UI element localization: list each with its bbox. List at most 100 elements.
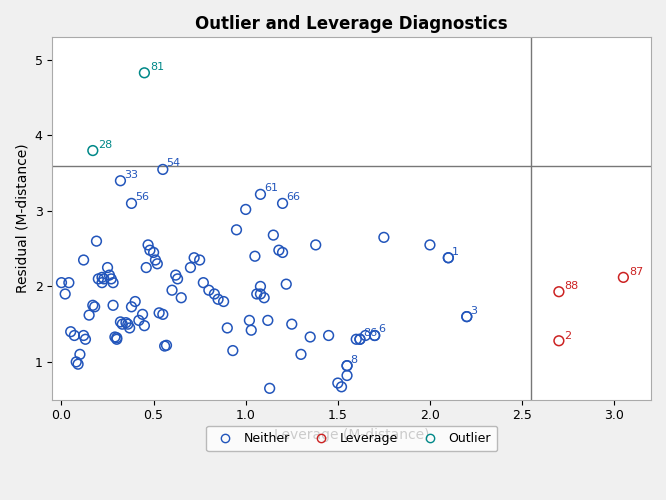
- Point: [145, 246, 155, 254]
- Point: [255, 190, 266, 198]
- Point: [262, 316, 273, 324]
- Point: [296, 350, 306, 358]
- Point: [102, 264, 113, 272]
- Point: [89, 303, 100, 311]
- Point: [121, 318, 131, 326]
- Point: [84, 311, 95, 319]
- Point: [204, 286, 214, 294]
- Point: [194, 256, 205, 264]
- Point: [110, 333, 121, 341]
- Point: [166, 286, 177, 294]
- Point: [244, 316, 254, 324]
- Point: [134, 316, 145, 324]
- Point: [111, 334, 122, 342]
- Point: [99, 275, 109, 283]
- Point: [137, 310, 148, 318]
- Point: [97, 274, 107, 281]
- Text: 61: 61: [264, 184, 278, 194]
- Point: [79, 256, 89, 264]
- Text: 87: 87: [629, 267, 643, 277]
- Text: 33: 33: [124, 170, 138, 179]
- Point: [141, 264, 152, 272]
- Point: [252, 290, 262, 298]
- Point: [198, 278, 208, 286]
- Point: [443, 254, 454, 262]
- Point: [264, 384, 275, 392]
- Point: [209, 290, 220, 298]
- Point: [170, 271, 181, 279]
- Point: [108, 278, 119, 286]
- Point: [354, 336, 365, 344]
- Point: [71, 358, 81, 366]
- Point: [143, 241, 153, 249]
- Point: [130, 298, 141, 306]
- Point: [157, 166, 168, 173]
- Legend: Neither, Leverage, Outlier: Neither, Leverage, Outlier: [206, 426, 497, 452]
- Text: 81: 81: [150, 62, 164, 72]
- Point: [159, 342, 170, 350]
- Point: [255, 282, 266, 290]
- Point: [268, 231, 278, 239]
- Point: [87, 146, 98, 154]
- Point: [154, 309, 165, 317]
- Text: 56: 56: [135, 192, 149, 202]
- Point: [115, 177, 126, 185]
- Point: [553, 288, 564, 296]
- Point: [462, 312, 472, 320]
- Point: [351, 336, 362, 344]
- Point: [274, 246, 284, 254]
- Point: [172, 275, 183, 283]
- Point: [87, 302, 98, 310]
- Point: [185, 264, 196, 272]
- Text: 1: 1: [452, 246, 459, 256]
- Point: [342, 362, 352, 370]
- Text: 66: 66: [286, 192, 300, 202]
- Point: [228, 346, 238, 354]
- Point: [75, 350, 85, 358]
- Point: [323, 332, 334, 340]
- Point: [286, 320, 297, 328]
- Point: [370, 332, 380, 340]
- Title: Outlier and Leverage Diagnostics: Outlier and Leverage Diagnostics: [195, 15, 508, 33]
- Point: [104, 271, 115, 279]
- Point: [370, 332, 380, 340]
- Point: [618, 274, 629, 281]
- Point: [222, 324, 232, 332]
- Point: [443, 254, 454, 262]
- Point: [188, 254, 199, 262]
- Text: 86: 86: [364, 328, 378, 338]
- Point: [115, 318, 126, 326]
- Point: [65, 328, 76, 336]
- Text: 6: 6: [378, 324, 386, 334]
- Point: [73, 360, 83, 368]
- Point: [111, 336, 122, 344]
- X-axis label: Leverage (M-distance): Leverage (M-distance): [274, 428, 430, 442]
- Point: [60, 290, 71, 298]
- Point: [125, 324, 135, 332]
- Point: [378, 234, 389, 241]
- Point: [336, 383, 347, 391]
- Text: 8: 8: [351, 354, 358, 364]
- Point: [310, 241, 321, 249]
- Point: [149, 248, 159, 256]
- Point: [342, 362, 352, 370]
- Point: [218, 298, 229, 306]
- Point: [63, 278, 74, 286]
- Text: 3: 3: [470, 306, 478, 316]
- Point: [117, 320, 128, 328]
- Point: [97, 278, 107, 286]
- Point: [354, 336, 365, 344]
- Point: [93, 275, 104, 283]
- Point: [108, 302, 119, 310]
- Point: [305, 333, 316, 341]
- Point: [91, 237, 102, 245]
- Text: 2: 2: [564, 330, 571, 340]
- Text: 54: 54: [166, 158, 180, 168]
- Point: [56, 278, 67, 286]
- Point: [126, 200, 137, 207]
- Point: [69, 332, 80, 340]
- Point: [106, 275, 117, 283]
- Point: [250, 252, 260, 260]
- Point: [212, 296, 223, 304]
- Point: [277, 200, 288, 207]
